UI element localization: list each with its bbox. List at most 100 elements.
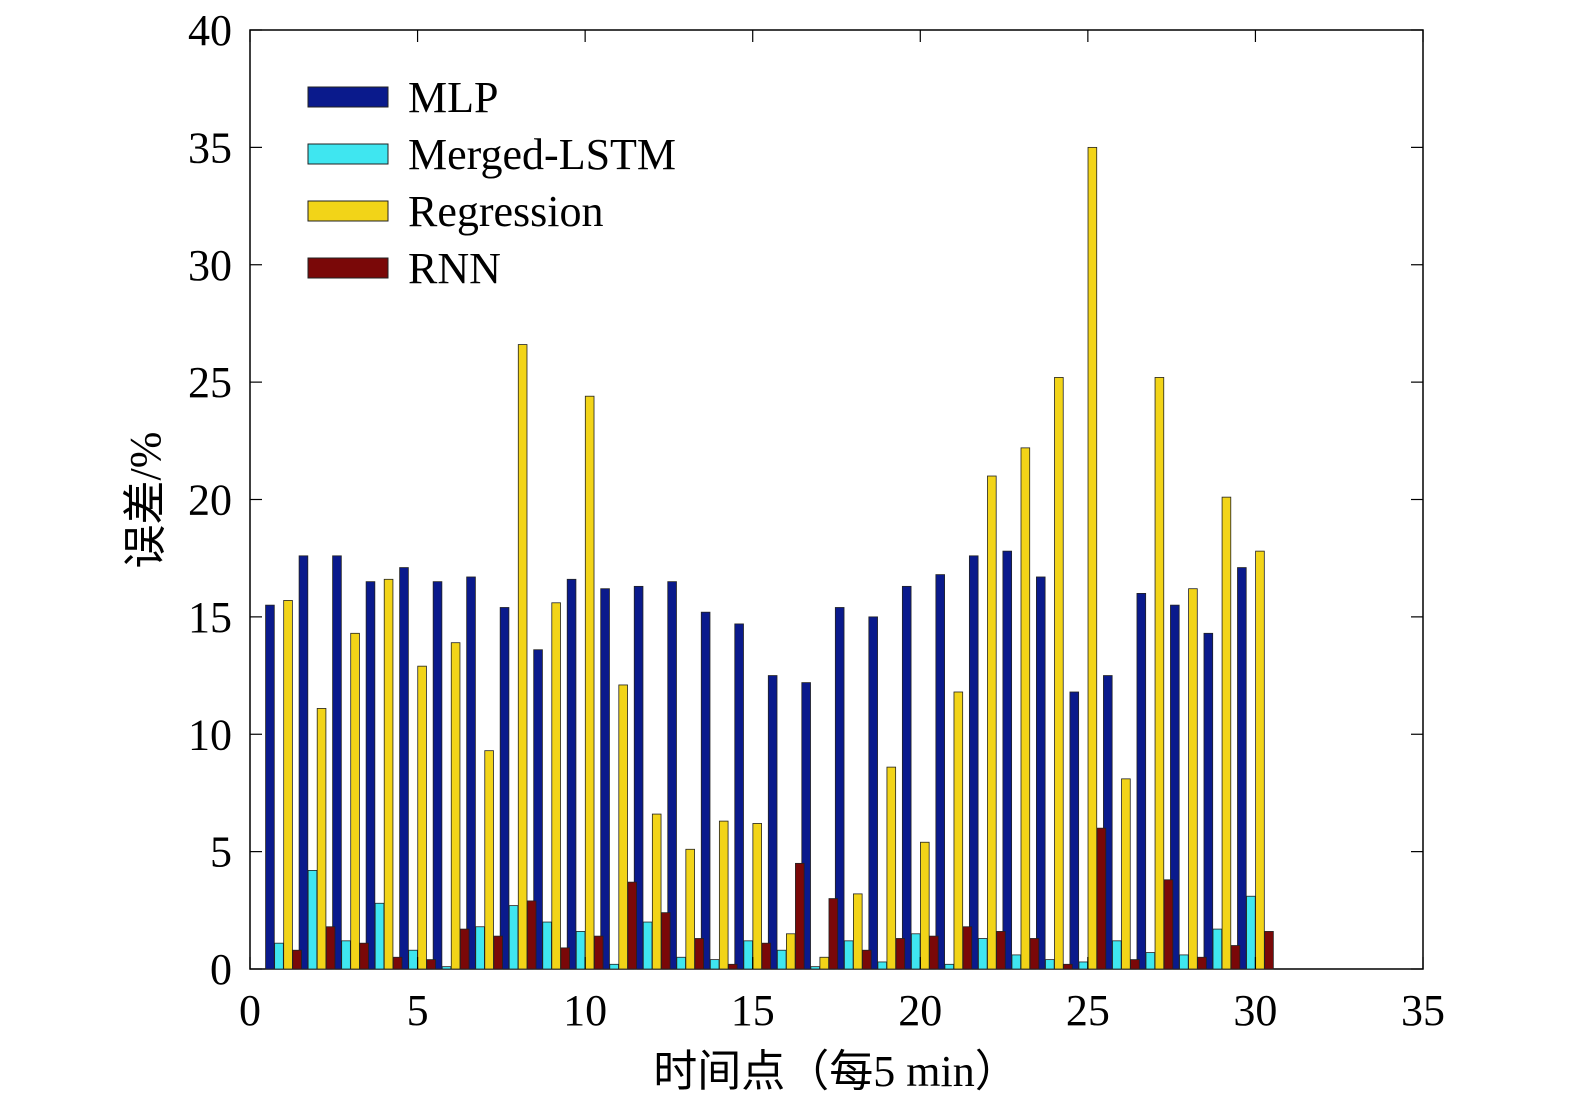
bar-regression-23 <box>1020 447 1031 970</box>
bar-mlp-26 <box>1103 675 1113 970</box>
bar-rnn-26 <box>1130 959 1140 970</box>
bar-rnn-28 <box>1197 956 1207 970</box>
bar-mlp-8 <box>499 607 510 970</box>
bar-mlp-15 <box>734 623 744 970</box>
bar-mlp-6 <box>432 581 443 970</box>
bar-regression-30 <box>1255 550 1265 970</box>
bar-merged-lstm-12 <box>642 921 653 970</box>
legend-swatch-merged-lstm <box>307 143 389 165</box>
bar-merged-lstm-18 <box>843 940 854 970</box>
legend: MLP Merged-LSTM Regression RNN <box>307 73 676 293</box>
bar-mlp-20 <box>901 585 912 970</box>
y-tick-label: 15 <box>188 593 232 642</box>
bar-regression-12 <box>651 813 662 970</box>
bar-merged-lstm-9 <box>542 921 552 970</box>
bar-merged-lstm-10 <box>575 931 586 970</box>
y-tick-label: 35 <box>188 123 232 172</box>
bar-merged-lstm-4 <box>374 902 385 970</box>
y-tick-label: 10 <box>188 710 232 759</box>
bar-merged-lstm-14 <box>709 959 720 970</box>
legend-swatch-regression <box>307 200 389 222</box>
bar-merged-lstm-2 <box>307 870 318 970</box>
bar-mlp-16 <box>767 675 778 970</box>
bar-merged-lstm-15 <box>743 940 753 970</box>
bar-rnn-14 <box>728 963 738 970</box>
bar-rnn-1 <box>292 949 302 970</box>
bar-regression-18 <box>853 893 863 970</box>
bar-regression-22 <box>987 475 997 970</box>
bar-mlp-21 <box>935 574 945 970</box>
bar-regression-11 <box>618 684 628 970</box>
bar-rnn-11 <box>627 881 637 970</box>
bar-rnn-16 <box>795 862 805 970</box>
bar-rnn-22 <box>996 931 1006 970</box>
legend-label-regression: Regression <box>408 187 604 236</box>
bar-mlp-23 <box>1002 550 1013 970</box>
x-tick-label: 30 <box>1233 986 1277 1035</box>
bar-regression-4 <box>383 578 394 970</box>
bar-regression-7 <box>484 750 494 970</box>
bar-mlp-4 <box>365 581 376 970</box>
x-tick-label: 20 <box>898 986 942 1035</box>
bar-rnn-3 <box>359 942 369 970</box>
bar-regression-20 <box>920 841 930 970</box>
bar-merged-lstm-1 <box>274 942 284 970</box>
y-tick-label: 20 <box>188 476 232 525</box>
legend-label-mlp: MLP <box>408 73 498 122</box>
bar-rnn-30 <box>1264 931 1274 970</box>
bar-rnn-13 <box>694 938 705 970</box>
x-axis-label: 时间点（每5 min） <box>653 1047 1018 1096</box>
bar-rnn-29 <box>1230 945 1241 970</box>
bar-mlp-12 <box>633 585 644 970</box>
bar-regression-29 <box>1221 496 1232 970</box>
legend-swatch-mlp <box>307 86 389 108</box>
bar-merged-lstm-26 <box>1112 940 1122 970</box>
y-axis-label: 误差/% <box>121 432 170 569</box>
bar-mlp-24 <box>1036 576 1046 970</box>
bar-mlp-25 <box>1069 691 1080 970</box>
bar-mlp-13 <box>667 581 677 970</box>
bar-merged-lstm-22 <box>978 938 988 970</box>
bar-regression-9 <box>551 602 561 970</box>
bar-merged-lstm-24 <box>1045 959 1055 970</box>
bar-regression-2 <box>316 708 327 970</box>
y-tick-label: 5 <box>210 828 232 877</box>
y-tick-label: 25 <box>188 358 232 407</box>
x-tick-label: 25 <box>1066 986 1110 1035</box>
bar-mlp-10 <box>566 578 577 970</box>
x-tick-label: 35 <box>1401 986 1445 1035</box>
legend-swatch-rnn <box>307 257 389 279</box>
bar-mlp-17 <box>801 682 811 970</box>
bar-regression-16 <box>786 933 796 970</box>
bar-mlp-3 <box>332 555 342 970</box>
bar-rnn-27 <box>1163 879 1174 970</box>
bar-merged-lstm-3 <box>341 940 351 970</box>
bar-merged-lstm-28 <box>1179 954 1189 970</box>
bar-merged-lstm-7 <box>475 926 485 970</box>
bar-rnn-7 <box>493 935 503 970</box>
bar-regression-1 <box>283 600 293 970</box>
bar-regression-17 <box>819 956 830 970</box>
bar-mlp-30 <box>1237 567 1247 970</box>
bar-mlp-7 <box>466 576 476 970</box>
bar-merged-lstm-11 <box>609 963 619 970</box>
bar-merged-lstm-13 <box>676 956 686 970</box>
bar-mlp-28 <box>1170 604 1180 970</box>
bar-regression-28 <box>1188 588 1198 970</box>
bar-rnn-2 <box>325 926 336 970</box>
bar-merged-lstm-17 <box>810 966 820 970</box>
bar-regression-15 <box>752 823 762 970</box>
bar-mlp-2 <box>298 555 309 970</box>
bar-rnn-5 <box>426 959 436 970</box>
bar-rnn-15 <box>761 942 772 970</box>
bar-merged-lstm-20 <box>911 933 921 970</box>
bar-rnn-19 <box>895 938 906 970</box>
bar-merged-lstm-29 <box>1212 928 1223 970</box>
y-tick-label: 0 <box>210 945 232 994</box>
bar-regression-25 <box>1087 146 1098 970</box>
bar-mlp-5 <box>399 567 409 970</box>
bar-mlp-11 <box>600 588 610 970</box>
legend-label-merged-lstm: Merged-LSTM <box>408 130 676 179</box>
bar-rnn-9 <box>560 947 570 970</box>
